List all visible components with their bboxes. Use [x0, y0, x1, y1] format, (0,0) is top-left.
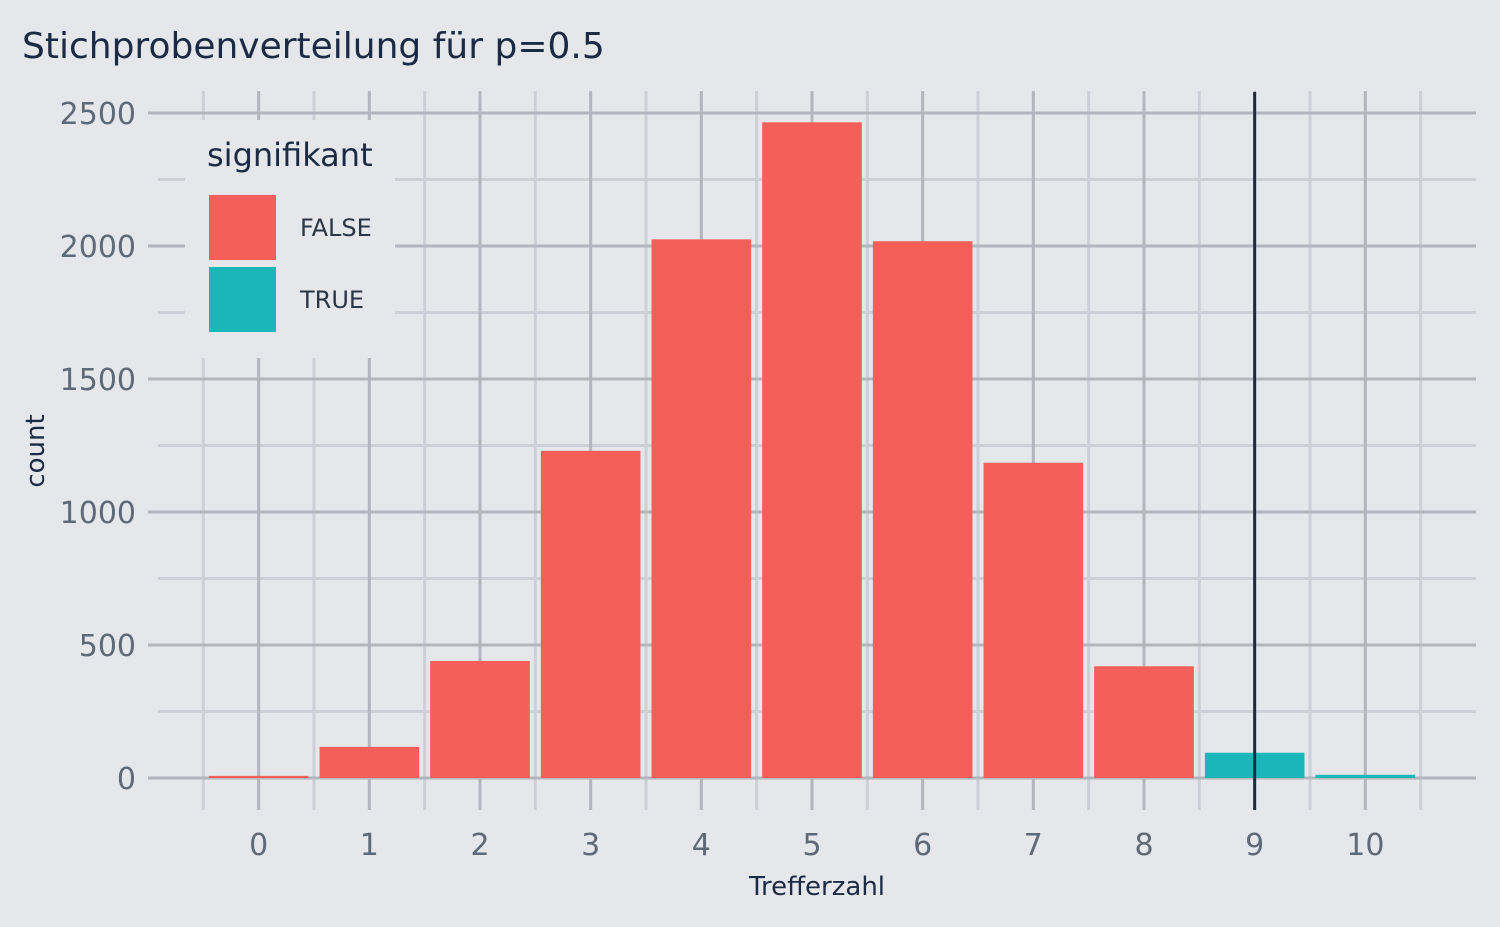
- x-tick-label: 3: [581, 828, 600, 863]
- x-tick-label: 4: [692, 828, 711, 863]
- legend: signifikant FALSE TRUE: [185, 120, 395, 358]
- x-tick-label: 6: [913, 828, 932, 863]
- x-tick-label: 10: [1346, 828, 1384, 863]
- legend-key-false: [209, 195, 276, 260]
- x-tick-label: 1: [360, 828, 379, 863]
- bar-7: [983, 462, 1084, 778]
- x-axis-title: Trefferzahl: [748, 872, 885, 902]
- x-tick-label: 2: [470, 828, 489, 863]
- bar-8: [1094, 666, 1194, 778]
- y-tick-label: 500: [79, 629, 136, 664]
- legend-label-true: TRUE: [299, 286, 364, 314]
- bar-1: [319, 746, 420, 778]
- y-axis-title: count: [21, 414, 51, 487]
- y-tick-label: 2000: [60, 230, 136, 265]
- bar-5: [762, 122, 862, 778]
- y-tick-label: 2500: [60, 97, 136, 132]
- legend-key-true: [209, 267, 276, 332]
- bar-3: [540, 450, 641, 778]
- x-tick-label: 0: [249, 828, 268, 863]
- chart-title: Stichprobenverteilung für p=0.5: [22, 26, 605, 67]
- x-tick-label: 5: [802, 828, 821, 863]
- bar-2: [430, 660, 530, 778]
- bar-4: [651, 239, 752, 779]
- bar-6: [872, 241, 973, 778]
- x-tick-label: 9: [1245, 828, 1264, 863]
- x-tick-label: 8: [1134, 828, 1153, 863]
- y-axis-ticks: 0 500 1000 1500 2000 2500: [60, 97, 136, 797]
- y-tick-label: 1500: [60, 363, 136, 398]
- x-axis-ticks: 0 1 2 3 4 5 6 7 8 9 10: [249, 828, 1384, 863]
- legend-label-false: FALSE: [300, 214, 372, 242]
- legend-title: signifikant: [207, 136, 373, 174]
- y-tick-label: 0: [117, 762, 136, 797]
- bar-10: [1315, 774, 1416, 778]
- y-tick-label: 1000: [60, 496, 136, 531]
- x-tick-label: 7: [1024, 828, 1043, 863]
- bar-0: [208, 775, 309, 778]
- bars: [208, 122, 1416, 779]
